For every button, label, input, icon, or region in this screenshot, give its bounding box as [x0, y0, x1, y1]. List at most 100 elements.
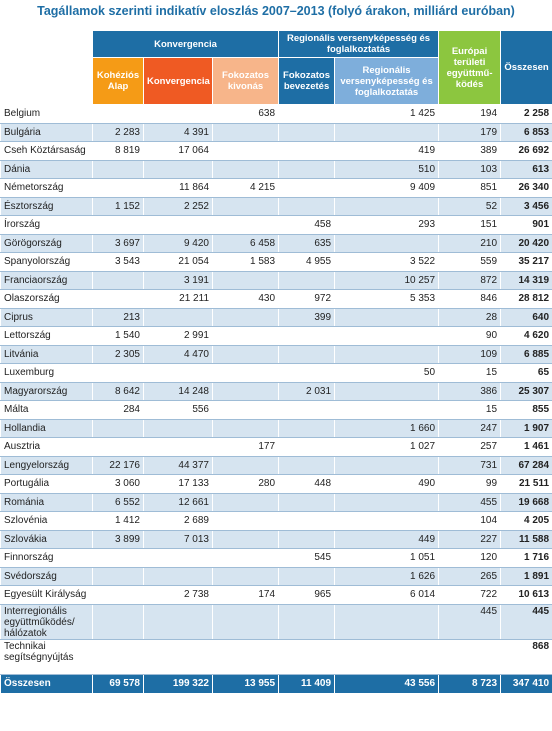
- country-name: Spanyolország: [0, 252, 93, 272]
- kohezios-value: [92, 437, 144, 457]
- table-row: Svédország 1 626 265 1 891: [0, 566, 552, 586]
- bevezetes-value: [278, 196, 336, 216]
- country-name: Franciaország: [0, 270, 93, 290]
- kivonas-value: [211, 196, 280, 216]
- europai-value: 103: [438, 159, 502, 179]
- kivonas-value: [211, 344, 280, 364]
- kivonas-value: [211, 326, 280, 346]
- table-row: Írország 458 293 151 901: [0, 215, 552, 235]
- osszesen-value: 26 692: [500, 141, 552, 161]
- kivonas-value: 4 215: [211, 178, 280, 198]
- kohezios-value: [92, 104, 144, 124]
- country-name: Hollandia: [0, 418, 93, 438]
- europai-value: 15: [438, 400, 502, 420]
- table-row: Cseh Köztársaság 8 819 17 064 419 389 26 692: [0, 141, 552, 161]
- konvergencia-value: 21 054: [143, 252, 213, 272]
- kivonas-value: [211, 363, 280, 383]
- europai-value: 15: [438, 363, 502, 383]
- table-row: Lengyelország 22 176 44 377 731 67 284: [0, 455, 552, 475]
- regionalis-value: [334, 455, 440, 475]
- allocation-table: Konvergencia Regionális versenyképesség …: [0, 30, 552, 694]
- konvergencia-value: 17 064: [143, 141, 213, 161]
- bevezetes-value: 2 031: [278, 381, 336, 401]
- table-row: Magyarország 8 642 14 248 2 031 386 25 307: [0, 381, 552, 401]
- regionalis-value: 1 425: [334, 104, 440, 124]
- regionalis-value: 3 522: [334, 252, 440, 272]
- europai-value: 559: [438, 252, 502, 272]
- country-name: Szlovénia: [0, 511, 93, 531]
- osszesen-value: 4 205: [500, 511, 552, 531]
- osszesen-value: 6 853: [500, 122, 552, 142]
- table-row: Románia 6 552 12 661 455 19 668: [0, 492, 552, 512]
- konvergencia-value: [143, 548, 213, 568]
- europai-value: 265: [438, 566, 502, 586]
- regionalis-value: 419: [334, 141, 440, 161]
- total-europai: 8 723: [438, 673, 502, 694]
- country-name: Románia: [0, 492, 93, 512]
- kivonas-value: [211, 141, 280, 161]
- kohezios-value: [92, 585, 144, 605]
- regionalis-value: [334, 344, 440, 364]
- regionalis-value: 5 353: [334, 289, 440, 309]
- osszesen-value: 613: [500, 159, 552, 179]
- country-name: Olaszország: [0, 289, 93, 309]
- header-konvergencia: Konvergencia: [143, 57, 213, 105]
- total-kohezios: 69 578: [92, 673, 144, 694]
- table-row: Málta 284 556 15 855: [0, 400, 552, 420]
- kohezios-value: [92, 418, 144, 438]
- konvergencia-value: 7 013: [143, 529, 213, 549]
- kivonas-value: 174: [211, 585, 280, 605]
- bevezetes-value: [278, 326, 336, 346]
- kivonas-value: 1 583: [211, 252, 280, 272]
- kivonas-value: [211, 307, 280, 327]
- total-osszesen: 347 410: [500, 673, 552, 694]
- bevezetes-value: [278, 455, 336, 475]
- regionalis-value: [334, 196, 440, 216]
- kivonas-value: 177: [211, 437, 280, 457]
- kivonas-value: [211, 529, 280, 549]
- bevezetes-value: 399: [278, 307, 336, 327]
- kohezios-value: 3 697: [92, 233, 144, 253]
- kohezios-value: [92, 548, 144, 568]
- konvergencia-value: 12 661: [143, 492, 213, 512]
- bevezetes-value: [278, 178, 336, 198]
- osszesen-value: 14 319: [500, 270, 552, 290]
- konvergencia-value: 17 133: [143, 474, 213, 494]
- konvergencia-value: [143, 307, 213, 327]
- europai-value: 846: [438, 289, 502, 309]
- europai-value: 386: [438, 381, 502, 401]
- table-row: Olaszország 21 211 430 972 5 353 846 28 812: [0, 289, 552, 309]
- regionalis-value: [334, 638, 440, 675]
- regionalis-value: 1 027: [334, 437, 440, 457]
- konvergencia-value: [143, 603, 213, 640]
- table-row: Dánia 510 103 613: [0, 159, 552, 179]
- regionalis-value: 6 014: [334, 585, 440, 605]
- kohezios-value: 1 540: [92, 326, 144, 346]
- table-row: Hollandia 1 660 247 1 907: [0, 418, 552, 438]
- country-name: Magyarország: [0, 381, 93, 401]
- osszesen-value: 65: [500, 363, 552, 383]
- country-name: Málta: [0, 400, 93, 420]
- konvergencia-value: [143, 638, 213, 675]
- regionalis-value: [334, 233, 440, 253]
- europai-value: 227: [438, 529, 502, 549]
- country-name: Svédország: [0, 566, 93, 586]
- bevezetes-value: [278, 270, 336, 290]
- osszesen-value: 901: [500, 215, 552, 235]
- regionalis-value: [334, 307, 440, 327]
- osszesen-value: 26 340: [500, 178, 552, 198]
- kivonas-value: 6 458: [211, 233, 280, 253]
- osszesen-value: 19 668: [500, 492, 552, 512]
- osszesen-value: 35 217: [500, 252, 552, 272]
- table-row: Technikai segítségnyújtás 868: [0, 638, 552, 675]
- kohezios-value: [92, 159, 144, 179]
- kohezios-value: [92, 270, 144, 290]
- kohezios-value: [92, 638, 144, 675]
- table-row: Ausztria 177 1 027 257 1 461: [0, 437, 552, 457]
- bevezetes-value: [278, 529, 336, 549]
- osszesen-value: 1 891: [500, 566, 552, 586]
- konvergencia-value: [143, 437, 213, 457]
- konvergencia-value: 21 211: [143, 289, 213, 309]
- bevezetes-value: [278, 566, 336, 586]
- header-fokozatos-kivonas: Fokozatos kivonás: [211, 57, 280, 105]
